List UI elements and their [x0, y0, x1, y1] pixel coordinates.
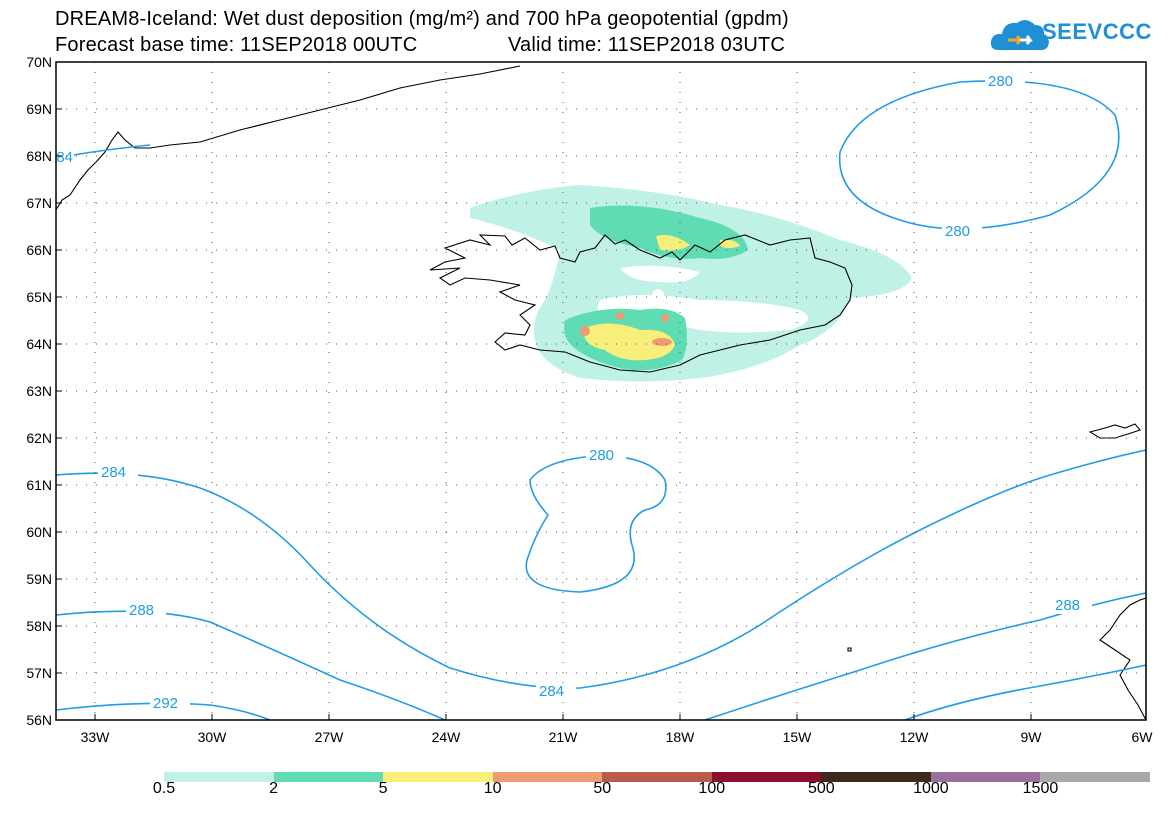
colorbar-label: 500: [807, 780, 835, 797]
map-subtitle: Forecast base time: 11SEP2018 00UTC Valid…: [55, 34, 785, 57]
longitude-label: 30W: [198, 729, 228, 745]
colorbar-segment: [711, 772, 822, 782]
contour-labels: 280 280 280 284 284 284 288 288 292: [48, 72, 1092, 712]
graticule: [56, 61, 1146, 721]
colorbar-segment: [930, 772, 1041, 782]
colorbar-segment: [492, 772, 603, 782]
colorbar-label: 5: [378, 780, 388, 797]
longitude-label: 18W: [666, 729, 696, 745]
colorbar-segment: [383, 772, 494, 782]
colorbar-label: 1000: [913, 780, 949, 797]
latitude-label: 58N: [26, 618, 52, 634]
logo-text: SEEVCCC: [1042, 19, 1152, 44]
contour-292-left: [55, 702, 271, 721]
contour-label: 280: [988, 73, 1013, 90]
latitude-label: 66N: [26, 242, 52, 258]
contour-label: 288: [1055, 597, 1080, 614]
colorbar: [164, 772, 1151, 782]
colorbar-segment: [273, 772, 384, 782]
latitude-label: 69N: [26, 101, 52, 117]
latitude-label: 57N: [26, 665, 52, 681]
longitude-label: 27W: [315, 729, 345, 745]
latitude-label: 60N: [26, 524, 52, 540]
longitude-label: 33W: [81, 729, 111, 745]
longitude-label: 6W: [1132, 729, 1154, 745]
contour-280-central: [525, 455, 667, 593]
colorbar-label: 10: [483, 780, 502, 797]
colorbar-segment: [602, 772, 713, 782]
contour-label: 280: [945, 223, 970, 240]
geopotential-contours: [55, 80, 1147, 721]
faroe-coastline: [1088, 423, 1141, 439]
longitude-label: 12W: [900, 729, 930, 745]
latitude-label: 59N: [26, 571, 52, 587]
latitude-label: 67N: [26, 195, 52, 211]
latitude-label: 56N: [26, 712, 52, 728]
contour-292-right: [904, 664, 1147, 721]
colorbar-label: 100: [698, 780, 726, 797]
colorbar-label: 1500: [1022, 780, 1059, 797]
contour-label: 284: [48, 149, 73, 166]
latitude-label: 70N: [26, 54, 52, 70]
cloud-logo-icon: [990, 19, 1049, 51]
latitude-labels: 70N 69N 68N 67N 66N 65N 64N 63N 62N 61N 60N 59N 58N 5…: [26, 54, 52, 728]
contour-280-ne: [838, 80, 1120, 230]
contour-label: 284: [539, 683, 564, 700]
valid-time: Valid time: 11SEP2018 03UTC: [508, 34, 786, 56]
contour-284-lower: [55, 449, 1147, 689]
iceland-coastline: [429, 234, 853, 373]
scotland-coastline: [1099, 597, 1147, 721]
colorbar-label: 2: [269, 780, 278, 797]
longitude-labels: 33W 30W 27W 24W 21W 18W 15W 12W 9W 6W: [81, 729, 1154, 745]
longitude-label: 9W: [1021, 729, 1043, 745]
contour-label: 292: [153, 695, 178, 712]
latitude-label: 68N: [26, 148, 52, 164]
longitude-label: 24W: [432, 729, 462, 745]
longitude-label: 15W: [783, 729, 813, 745]
forecast-base-time: Forecast base time: 11SEP2018 00UTC: [55, 34, 418, 56]
latitude-label: 65N: [26, 289, 52, 305]
longitude-label: 21W: [549, 729, 579, 745]
greenland-coastline: [55, 65, 521, 211]
colorbar-segment: [164, 772, 275, 782]
contour-label: 284: [101, 464, 126, 481]
coastlines: [55, 65, 1147, 721]
latitude-label: 64N: [26, 336, 52, 352]
colorbar-label: 0.5: [152, 780, 176, 797]
latitude-label: 63N: [26, 383, 52, 399]
contour-288-left: [55, 610, 446, 721]
latitude-label: 61N: [26, 477, 52, 493]
map-title: DREAM8-Iceland: Wet dust deposition (mg/…: [55, 8, 789, 30]
dust-deposition-field: [470, 185, 912, 382]
contour-label: 288: [129, 602, 154, 619]
contour-label: 280: [589, 447, 614, 464]
latitude-label: 62N: [26, 430, 52, 446]
colorbar-segment: [1040, 772, 1151, 782]
rockall: [847, 647, 852, 652]
colorbar-segment: [821, 772, 932, 782]
map-frame: [55, 61, 1147, 721]
colorbar-label: 50: [593, 780, 612, 797]
